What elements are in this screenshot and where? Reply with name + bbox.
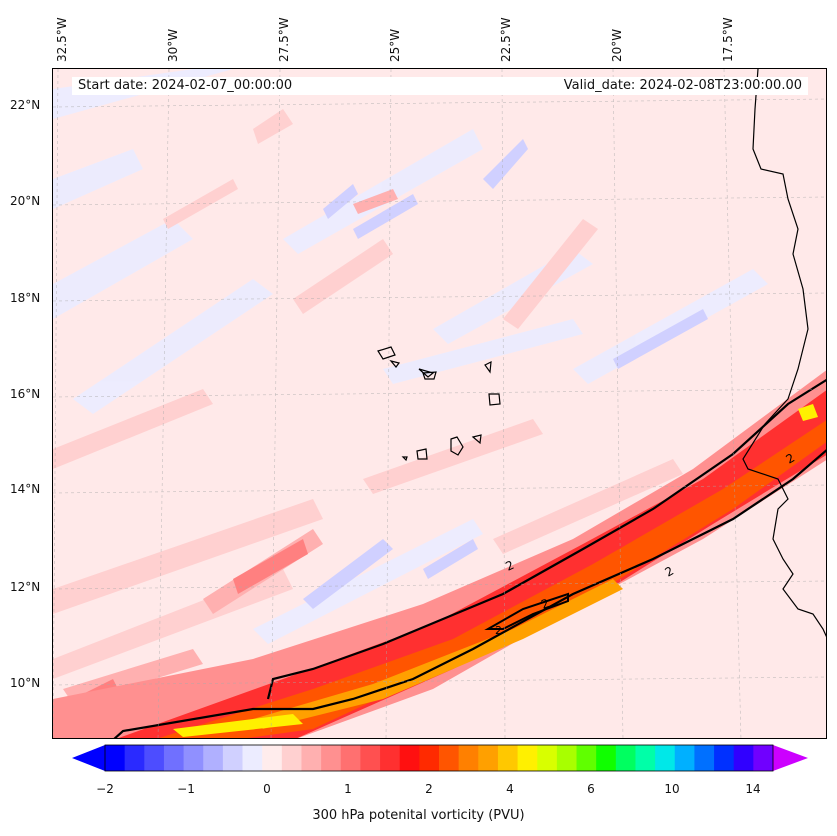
colorbar-cell — [714, 745, 735, 771]
colorbar-tick-10: 10 — [664, 782, 680, 796]
colorbar — [72, 744, 808, 772]
colorbar-cell — [380, 745, 401, 771]
lat-label-22n: 22°N — [10, 98, 41, 112]
colorbar-cell — [517, 745, 538, 771]
lat-label-20n: 20°N — [10, 194, 41, 208]
valid-date-label: Valid_date: 2024-02-08T23:00:00.00 — [563, 78, 802, 93]
colorbar-cell — [222, 745, 244, 771]
colorbar-cell — [301, 745, 322, 771]
lon-label-20w: 20°W — [610, 28, 624, 62]
medium-blue-streaks — [83, 139, 708, 729]
lat-label-12n: 12°N — [10, 580, 41, 594]
colorbar-tick-14: 14 — [745, 782, 761, 796]
colorbar-cell — [340, 745, 362, 771]
colorbar-cell — [556, 745, 578, 771]
colorbar-cell — [399, 745, 420, 771]
colorbar-tick-neg1: −1 — [177, 782, 195, 796]
coastline — [742, 69, 826, 638]
colorbar-cell — [144, 745, 165, 771]
colorbar-title: 300 hPa potenital vorticity (PVU) — [312, 808, 525, 823]
pv-band-hotspot — [798, 404, 818, 421]
colorbar-cell — [281, 745, 303, 771]
colorbar-extend-low — [72, 745, 105, 771]
colorbar-cell — [439, 745, 460, 771]
colorbar-tick-4: 4 — [506, 782, 514, 796]
colorbar-tick-neg2: −2 — [96, 782, 114, 796]
lon-label-27-5w: 27.5°W — [277, 17, 291, 62]
colorbar-tick-6: 6 — [587, 782, 595, 796]
start-date-label: Start date: 2024-02-07_00:00:00 — [78, 78, 293, 93]
colorbar-cell — [537, 745, 558, 771]
pv-band-yellow-strip — [173, 714, 303, 737]
contour-label-5: 2 — [495, 624, 502, 637]
colorbar-cell — [105, 745, 126, 771]
colorbar-cell — [262, 745, 283, 771]
contour-label-3: 2 — [663, 564, 677, 580]
lat-label-18n: 18°N — [10, 291, 41, 305]
colorbar-cell — [694, 745, 715, 771]
gridlines — [53, 69, 826, 738]
colorbar-cell — [183, 745, 204, 771]
colorbar-cell — [478, 745, 499, 771]
colorbar-cell — [674, 745, 696, 771]
colorbar-cell — [753, 745, 774, 771]
colorbar-cell — [419, 745, 440, 771]
colorbar-cell — [163, 745, 185, 771]
colorbar-cell — [655, 745, 676, 771]
colorbar-cell — [497, 745, 519, 771]
colorbar-cell — [596, 745, 617, 771]
lon-label-17-5w: 17.5°W — [721, 17, 735, 62]
colorbar-cell — [360, 745, 381, 771]
colorbar-tick-0: 0 — [263, 782, 271, 796]
pv-band-hot — [253, 579, 623, 729]
colorbar-tick-1: 1 — [344, 782, 352, 796]
pv-2-contour-south — [113, 449, 826, 738]
cape-verde-islands — [377, 346, 501, 462]
colorbar-cell — [615, 745, 637, 771]
colorbar-cell — [124, 745, 145, 771]
map-panel: 2 2 2 2 2 — [52, 68, 827, 739]
lon-label-30w: 30°W — [166, 28, 180, 62]
pv-2-contour-inner — [484, 592, 569, 630]
colorbar-extend-high — [773, 745, 808, 771]
contour-label-2: 2 — [539, 596, 551, 612]
colorbar-cell — [321, 745, 342, 771]
pv-field: 2 2 2 2 2 — [53, 69, 826, 738]
colorbar-cells — [105, 745, 774, 771]
pv-2-contour-north — [266, 378, 826, 700]
colorbar-cell — [458, 745, 479, 771]
lon-label-22-5w: 22.5°W — [499, 17, 513, 62]
lat-label-16n: 16°N — [10, 387, 41, 401]
colorbar-cell — [576, 745, 597, 771]
lat-label-10n: 10°N — [10, 676, 41, 690]
info-bar: Start date: 2024-02-07_00:00:00 Valid_da… — [72, 77, 808, 95]
lon-label-32-5w: 32.5°W — [55, 17, 69, 62]
lon-label-25w: 25°W — [388, 28, 402, 62]
colorbar-cell — [733, 745, 754, 771]
colorbar-cell — [242, 745, 263, 771]
colorbar-tick-2: 2 — [425, 782, 433, 796]
lat-label-14n: 14°N — [10, 482, 41, 496]
colorbar-cell — [203, 745, 224, 771]
colorbar-cell — [635, 745, 656, 771]
